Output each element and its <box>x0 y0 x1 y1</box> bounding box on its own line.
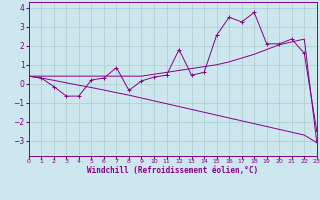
X-axis label: Windchill (Refroidissement éolien,°C): Windchill (Refroidissement éolien,°C) <box>87 166 258 175</box>
